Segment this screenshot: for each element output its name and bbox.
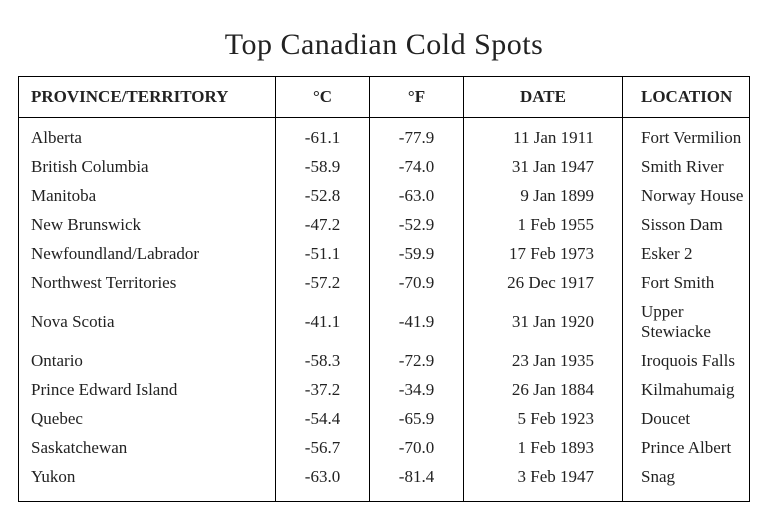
table-row: Manitoba -52.8 -63.0 9 Jan 1899 Norway H… (19, 182, 750, 211)
table-row: Quebec -54.4 -65.9 5 Feb 1923 Doucet (19, 405, 750, 434)
cell-date: 11 Jan 1911 (464, 118, 623, 153)
cell-date: 23 Jan 1935 (464, 347, 623, 376)
table-row: Saskatchewan -56.7 -70.0 1 Feb 1893 Prin… (19, 434, 750, 463)
cell-province: Alberta (19, 118, 276, 153)
cell-location: Fort Smith (623, 269, 750, 298)
cell-fahrenheit: -41.9 (370, 298, 464, 347)
table-row: Newfoundland/Labrador -51.1 -59.9 17 Feb… (19, 240, 750, 269)
cell-province: Nova Scotia (19, 298, 276, 347)
page-container: Top Canadian Cold Spots PROVINCE/TERRITO… (0, 0, 768, 502)
cell-location: Prince Albert (623, 434, 750, 463)
cell-celsius: -54.4 (276, 405, 370, 434)
cell-location: Sisson Dam (623, 211, 750, 240)
cell-province: Northwest Territories (19, 269, 276, 298)
table-row: Northwest Territories -57.2 -70.9 26 Dec… (19, 269, 750, 298)
column-header-location: LOCATION (623, 77, 750, 118)
page-title: Top Canadian Cold Spots (18, 28, 750, 62)
cell-fahrenheit: -34.9 (370, 376, 464, 405)
cell-location: Kilmahumaig (623, 376, 750, 405)
cell-province: British Columbia (19, 153, 276, 182)
cell-location: Doucet (623, 405, 750, 434)
cell-celsius: -41.1 (276, 298, 370, 347)
cell-fahrenheit: -72.9 (370, 347, 464, 376)
cell-fahrenheit: -59.9 (370, 240, 464, 269)
cell-date: 31 Jan 1920 (464, 298, 623, 347)
table-header: PROVINCE/TERRITORY °C °F DATE LOCATION (19, 77, 750, 118)
cell-date: 31 Jan 1947 (464, 153, 623, 182)
table-row: Alberta -61.1 -77.9 11 Jan 1911 Fort Ver… (19, 118, 750, 153)
cell-celsius: -63.0 (276, 463, 370, 502)
cell-province: Yukon (19, 463, 276, 502)
table-row: New Brunswick -47.2 -52.9 1 Feb 1955 Sis… (19, 211, 750, 240)
cell-fahrenheit: -81.4 (370, 463, 464, 502)
cell-celsius: -37.2 (276, 376, 370, 405)
cell-fahrenheit: -65.9 (370, 405, 464, 434)
table-row: Ontario -58.3 -72.9 23 Jan 1935 Iroquois… (19, 347, 750, 376)
cell-date: 1 Feb 1955 (464, 211, 623, 240)
cell-province: Ontario (19, 347, 276, 376)
cell-province: New Brunswick (19, 211, 276, 240)
cell-province: Saskatchewan (19, 434, 276, 463)
cell-fahrenheit: -77.9 (370, 118, 464, 153)
table-header-row: PROVINCE/TERRITORY °C °F DATE LOCATION (19, 77, 750, 118)
cell-celsius: -61.1 (276, 118, 370, 153)
cell-location: Snag (623, 463, 750, 502)
column-header-date: DATE (464, 77, 623, 118)
cell-celsius: -56.7 (276, 434, 370, 463)
cell-fahrenheit: -74.0 (370, 153, 464, 182)
cell-location: Upper Stewiacke (623, 298, 750, 347)
cell-location: Esker 2 (623, 240, 750, 269)
cell-fahrenheit: -63.0 (370, 182, 464, 211)
cold-spots-table: PROVINCE/TERRITORY °C °F DATE LOCATION A… (18, 76, 750, 502)
column-header-fahrenheit: °F (370, 77, 464, 118)
cell-location: Iroquois Falls (623, 347, 750, 376)
cell-province: Newfoundland/Labrador (19, 240, 276, 269)
cell-date: 26 Dec 1917 (464, 269, 623, 298)
table-row: British Columbia -58.9 -74.0 31 Jan 1947… (19, 153, 750, 182)
cell-fahrenheit: -52.9 (370, 211, 464, 240)
cell-date: 17 Feb 1973 (464, 240, 623, 269)
cell-location: Norway House (623, 182, 750, 211)
cell-date: 9 Jan 1899 (464, 182, 623, 211)
cell-celsius: -57.2 (276, 269, 370, 298)
cell-celsius: -58.9 (276, 153, 370, 182)
cell-province: Prince Edward Island (19, 376, 276, 405)
cell-location: Smith River (623, 153, 750, 182)
cell-location: Fort Vermilion (623, 118, 750, 153)
table-row: Nova Scotia -41.1 -41.9 31 Jan 1920 Uppe… (19, 298, 750, 347)
cell-celsius: -52.8 (276, 182, 370, 211)
cell-date: 3 Feb 1947 (464, 463, 623, 502)
cell-fahrenheit: -70.0 (370, 434, 464, 463)
cell-date: 26 Jan 1884 (464, 376, 623, 405)
table-body: Alberta -61.1 -77.9 11 Jan 1911 Fort Ver… (19, 118, 750, 502)
cell-fahrenheit: -70.9 (370, 269, 464, 298)
cell-celsius: -47.2 (276, 211, 370, 240)
cell-celsius: -51.1 (276, 240, 370, 269)
column-header-celsius: °C (276, 77, 370, 118)
table-row: Yukon -63.0 -81.4 3 Feb 1947 Snag (19, 463, 750, 502)
cell-province: Quebec (19, 405, 276, 434)
column-header-province: PROVINCE/TERRITORY (19, 77, 276, 118)
cell-date: 5 Feb 1923 (464, 405, 623, 434)
cell-celsius: -58.3 (276, 347, 370, 376)
table-row: Prince Edward Island -37.2 -34.9 26 Jan … (19, 376, 750, 405)
cell-date: 1 Feb 1893 (464, 434, 623, 463)
cell-province: Manitoba (19, 182, 276, 211)
